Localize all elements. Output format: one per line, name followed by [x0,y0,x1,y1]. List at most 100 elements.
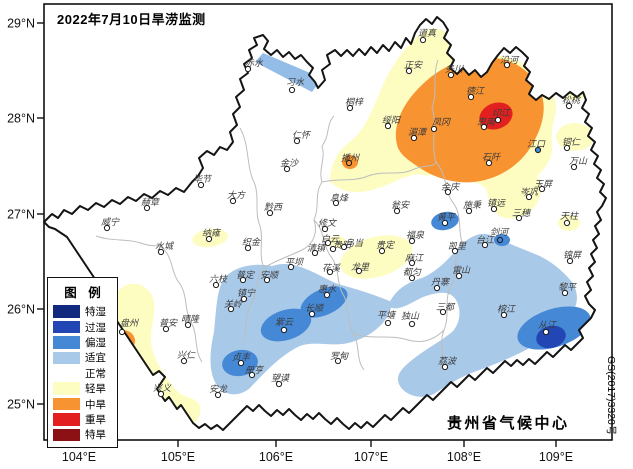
station-label: 天柱 [560,211,579,222]
station-江口: 江口 [527,139,546,154]
station-label: 都匀 [403,267,422,278]
axis-layer: 29°N 28°N 27°N 26°N 25°N 104°E 105°E 106°E 107°E… [7,17,573,465]
patch-light-drought-tongren [556,123,594,151]
station-marker [248,371,256,379]
station-label: 清镇 [307,243,327,254]
lon-tick-label: 105°E [161,450,195,464]
station-marker [447,71,455,79]
station-大方: 大方 [227,190,246,205]
legend-swatch [53,320,80,334]
station-marker [480,123,488,131]
station-label: 平塘 [377,310,397,321]
lon-tick-label: 108°E [447,450,481,464]
station-盘州: 盘州 [118,318,139,336]
station-三穗: 三穗 [512,208,532,222]
station-平塘: 平塘 [377,310,397,327]
station-label: 施秉 [463,200,482,211]
station-长顺: 长顺 [305,303,325,318]
legend-label: 重旱 [85,413,106,426]
station-兴义: 兴义 [153,383,172,398]
station-余庆: 余庆 [441,182,461,196]
legend-item-偏湿: 偏湿 [48,335,117,350]
station-marker [283,165,291,173]
station-从江: 从江 [538,320,557,336]
station-凤冈: 凤冈 [430,117,451,133]
station-marker [118,328,126,336]
station-marker [332,199,340,207]
station-label: 贵定 [376,240,395,251]
legend-swatch [53,351,80,365]
station-label: 望谟 [271,373,291,384]
station-label: 三都 [436,302,456,313]
station-label: 黎平 [558,282,577,293]
station-marker [515,214,523,222]
station-剑河: 剑河 [490,227,510,244]
station-清镇: 清镇 [307,243,327,257]
station-marker [323,291,331,299]
station-罗甸: 罗甸 [330,351,349,365]
station-三都: 三都 [436,302,456,316]
station-label: 兴义 [153,383,172,394]
station-label: 威宁 [101,217,120,228]
station-marker [378,247,386,255]
station-荔波: 荔波 [438,356,458,371]
legend-swatch [53,428,80,442]
station-marker [244,65,252,73]
station-label: 关岭 [224,299,243,310]
station-乌当: 乌当 [340,238,364,251]
station-花溪: 花溪 [322,263,341,276]
station-label: 镇宁 [237,288,256,299]
station-label: 德江 [466,86,485,97]
legend-items: 特湿 过湿 偏湿 适宜 正常 轻旱 中旱 重旱 特旱 [48,304,117,443]
station-label: 麻江 [405,253,424,264]
station-marker [244,244,252,252]
station-赫章: 赫章 [141,197,160,212]
station-label: 松桃 [562,95,582,106]
station-label: 镇远 [487,198,506,209]
station-label: 修文 [318,218,338,229]
station-label: 雷山 [452,265,471,276]
station-安龙: 安龙 [209,384,228,399]
station-普定: 普定 [236,270,255,284]
station-marker [408,274,416,282]
station-marker [263,276,271,284]
patch-suitable-southeast [388,233,577,397]
patch-light-drought-west-band [111,283,201,427]
station-marker [534,146,542,154]
lat-tick-label: 26°N [7,303,35,317]
station-关岭: 关岭 [224,299,243,313]
station-marker [321,225,329,233]
station-label: 绥阳 [382,115,401,126]
station-marker [481,241,489,249]
station-marker [408,237,416,245]
legend-item-特旱: 特旱 [48,427,117,442]
legend-item-过湿: 过湿 [48,319,117,334]
station-marker [275,380,283,388]
lat-tick-label: 28°N [7,112,35,126]
legend-swatch [53,336,80,349]
lon-tick-label: 106°E [259,450,293,464]
station-锦屏: 锦屏 [563,250,582,265]
station-label: 石阡 [482,152,501,163]
station-marker [184,321,192,329]
station-label: 凯里 [448,241,467,252]
station-label: 玉屏 [534,179,553,190]
station-label: 沿河 [500,55,520,66]
station-label: 瓮安 [391,200,410,211]
station-label: 兴仁 [177,350,196,361]
station-marker [212,281,220,289]
cert-number: GS(2017)3320号 [605,356,617,436]
station-marker [408,320,416,328]
station-label: 安顺 [260,270,280,281]
patch-partial-wet-changshun-huishui [300,286,348,318]
station-播州: 播州 [341,153,360,167]
station-marker [410,134,418,142]
station-息烽: 息烽 [330,193,349,207]
station-label: 织金 [242,237,261,248]
lon-tick-label: 107°E [354,450,388,464]
legend-swatch [53,382,80,395]
station-修文: 修文 [318,218,338,233]
station-marker [467,93,475,101]
agency-credit: 贵州省气候中心 [447,414,570,432]
station-望谟: 望谟 [271,373,291,388]
